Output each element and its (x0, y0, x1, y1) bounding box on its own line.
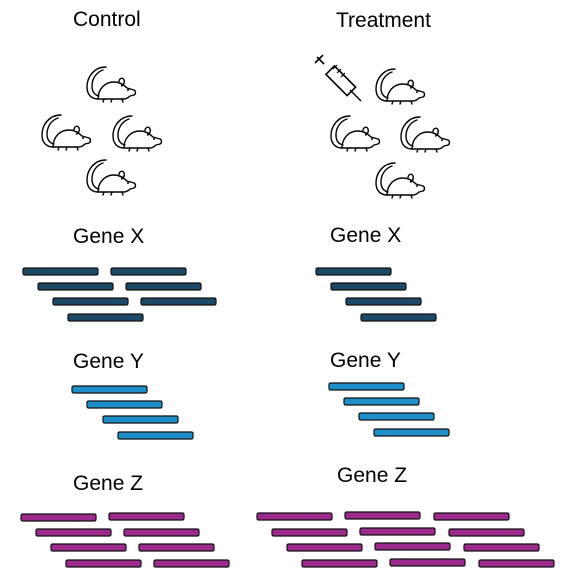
gene-bar (35, 528, 112, 537)
gene-bar (140, 297, 217, 306)
mouse-icon (41, 114, 92, 151)
gene-bar (102, 415, 179, 424)
treatment-gene-z-label: Gene Z (337, 464, 408, 487)
gene-bar (65, 559, 142, 568)
control-title: Control (73, 8, 141, 31)
gene-bar (286, 543, 363, 552)
gene-bar (271, 528, 348, 537)
gene-bar (328, 382, 405, 391)
mouse-icon (86, 159, 137, 196)
gene-bar (22, 267, 99, 276)
control-gene-z-label: Gene Z (73, 472, 144, 495)
gene-bar (86, 400, 163, 409)
gene-bar (359, 527, 436, 536)
control-gene-y-label: Gene Y (73, 350, 144, 373)
gene-bar (117, 431, 194, 440)
gene-bar (52, 297, 129, 306)
gene-bar (448, 528, 525, 537)
gene-bar (138, 543, 215, 552)
gene-bar (373, 428, 450, 437)
control-gene-x-label: Gene X (73, 225, 145, 248)
treatment-gene-x-label: Gene X (330, 224, 402, 247)
gene-bar (71, 385, 148, 394)
gene-bar (108, 512, 185, 521)
mouse-icon (400, 116, 451, 153)
treatment-title: Treatment (336, 9, 431, 32)
gene-bar (50, 543, 127, 552)
gene-bar (20, 513, 97, 522)
gene-bar (374, 542, 451, 551)
gene-bar (123, 528, 200, 537)
mouse-icon (375, 68, 426, 105)
gene-bar (125, 282, 202, 291)
treatment-gene-y-label: Gene Y (330, 349, 401, 372)
gene-bar (37, 282, 114, 291)
gene-bar (256, 512, 333, 521)
gene-bar (433, 512, 510, 521)
gene-bar (343, 397, 420, 406)
gene-bar (67, 313, 144, 322)
gene-bar (345, 297, 422, 306)
mouse-icon (375, 162, 426, 199)
syringe-icon (314, 54, 362, 102)
gene-bar (478, 559, 555, 568)
gene-bar (153, 559, 230, 568)
gene-bar (110, 267, 187, 276)
gene-bar (358, 412, 435, 421)
gene-bar (315, 267, 392, 276)
mouse-icon (112, 115, 163, 152)
gene-bar (360, 313, 437, 322)
gene-bar (463, 543, 540, 552)
gene-bar (330, 282, 407, 291)
gene-bar (301, 559, 378, 568)
mouse-icon (330, 115, 381, 152)
gene-bar (344, 511, 421, 520)
gene-bar (389, 558, 466, 567)
mouse-icon (86, 66, 137, 103)
